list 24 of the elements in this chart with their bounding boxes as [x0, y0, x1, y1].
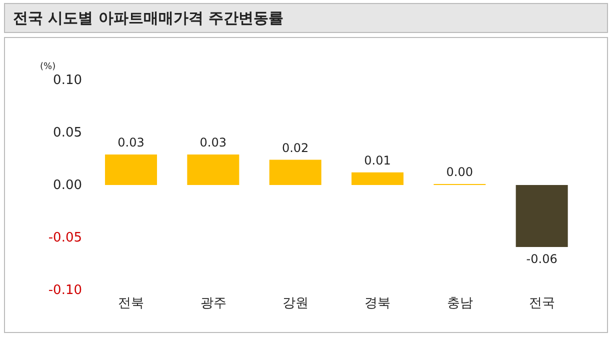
bar — [516, 185, 568, 247]
y-tick-label: 0.05 — [53, 126, 82, 140]
y-tick-label: -0.10 — [48, 283, 82, 298]
data-label: -0.06 — [526, 252, 558, 266]
chart-title: 전국 시도별 아파트매매가격 주간변동률 — [13, 9, 284, 28]
bar — [352, 172, 404, 185]
y-tick-label: 0.10 — [53, 73, 82, 88]
data-label: 0.03 — [200, 136, 227, 150]
x-tick-label: 충남 — [446, 296, 473, 312]
y-tick-label: -0.05 — [48, 230, 82, 246]
y-axis-title: (%) — [40, 62, 56, 72]
bar — [105, 154, 157, 185]
bar — [187, 154, 240, 185]
y-tick-label: 0.00 — [53, 178, 82, 193]
data-label: 0.01 — [364, 153, 391, 168]
x-tick-label: 강원 — [282, 296, 308, 312]
x-tick-label: 전북 — [118, 296, 144, 312]
data-label: 0.00 — [446, 164, 474, 179]
bar — [269, 160, 322, 185]
data-label: 0.03 — [118, 136, 144, 150]
data-label: 0.02 — [282, 140, 309, 155]
x-tick-label: 경북 — [364, 296, 391, 312]
x-tick-label: 전국 — [528, 296, 555, 312]
x-tick-label: 광주 — [200, 296, 226, 312]
